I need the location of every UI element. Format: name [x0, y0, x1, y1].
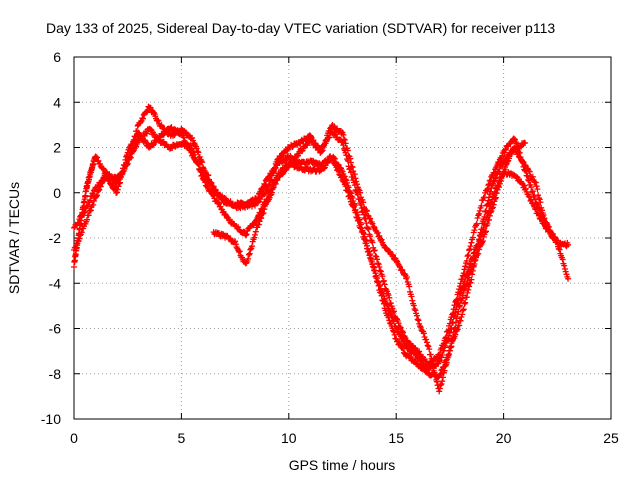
x-tick-label: 5 [178, 430, 186, 446]
y-tick-label: -6 [49, 321, 62, 337]
y-tick-labels: -10 -8 -6 -4 -2 0 2 4 6 [41, 49, 61, 427]
grid-lines [74, 57, 611, 419]
x-tick-label: 0 [70, 430, 78, 446]
x-axis-label: GPS time / hours [289, 457, 396, 473]
y-axis-label: SDTVAR / TECUs [6, 182, 22, 294]
axis-ticks [73, 56, 612, 420]
series-track-3 [71, 124, 572, 369]
y-tick-label: 2 [53, 140, 61, 156]
x-tick-labels: 0 5 10 15 20 25 [70, 430, 619, 446]
x-tick-label: 15 [388, 430, 404, 446]
y-tick-label: 4 [53, 94, 61, 110]
point-markers [210, 122, 529, 395]
data-points [71, 103, 572, 395]
chart-title: Day 133 of 2025, Sidereal Day-to-day VTE… [46, 20, 555, 36]
y-tick-label: 0 [53, 185, 61, 201]
y-tick-label: -8 [49, 366, 62, 382]
series-track-4 [210, 122, 529, 395]
y-tick-label: -10 [41, 411, 61, 427]
y-tick-label: 6 [53, 49, 61, 65]
point-markers [71, 124, 572, 369]
y-tick-label: -2 [49, 230, 62, 246]
x-tick-label: 10 [281, 430, 297, 446]
x-tick-label: 20 [496, 430, 512, 446]
y-tick-label: -4 [49, 275, 62, 291]
x-tick-label: 25 [603, 430, 619, 446]
